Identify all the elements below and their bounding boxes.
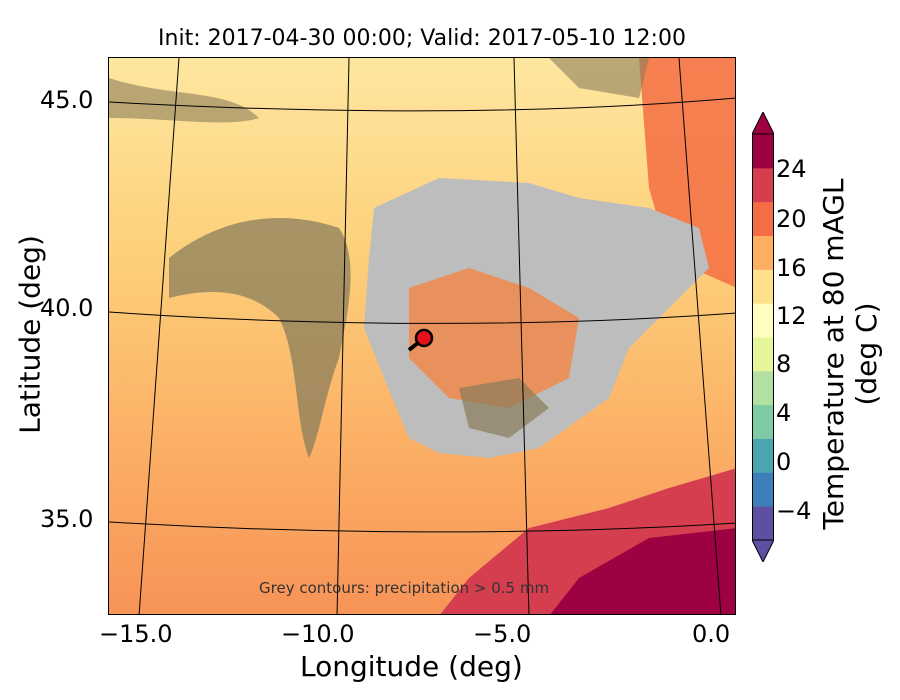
hot-region-africa	[550, 528, 735, 614]
y-tick: 45.0	[40, 86, 94, 114]
colorbar-band	[752, 370, 774, 406]
precip-annotation: Grey contours: precipitation > 0.5 mm	[259, 579, 550, 597]
colorbar-band	[752, 201, 774, 236]
y-tick: 40.0	[40, 294, 94, 322]
colorbar-tick: 24	[776, 155, 807, 183]
x-tick: −15.0	[99, 620, 173, 648]
iberia-south-terrain	[459, 378, 549, 438]
map-title: Init: 2017-04-30 00:00; Valid: 2017-05-1…	[158, 26, 686, 51]
colorbar-band	[752, 472, 774, 507]
colorbar-band	[752, 404, 774, 439]
colorbar-tick: 4	[776, 399, 792, 427]
cloud-band-northeast	[549, 58, 649, 98]
x-axis-label: Longitude (deg)	[300, 650, 523, 683]
cloud-band-atlantic	[169, 218, 351, 458]
y-tick: 35.0	[40, 505, 94, 533]
colorbar-tick: −4	[776, 497, 812, 525]
colorbar-frame	[752, 133, 774, 541]
x-tick: −10.0	[281, 620, 355, 648]
colorbar-min-arrow	[752, 539, 774, 562]
location-marker[interactable]	[414, 328, 434, 348]
graticule	[109, 58, 735, 614]
x-tick: −5.0	[473, 620, 532, 648]
colorbar-band	[752, 235, 774, 270]
colorbar-tick: 8	[776, 350, 792, 378]
colorbar-band	[752, 134, 774, 169]
colorbar-label: Temperature at 80 mAGL (deg C)	[817, 178, 883, 530]
cloud-band-north	[109, 78, 259, 123]
iberia-warm-interior	[409, 268, 579, 408]
colorbar-tick: 16	[776, 254, 807, 282]
colorbar-bands	[752, 134, 774, 541]
colorbar-band	[752, 303, 774, 338]
colorbar-tick: 12	[776, 302, 807, 330]
colorbar-band	[752, 269, 774, 304]
y-axis-label: Latitude (deg)	[13, 235, 47, 434]
map-panel[interactable]: Grey contours: precipitation > 0.5 mm	[108, 57, 736, 615]
colorbar-tick: 0	[776, 448, 792, 476]
colorbar-band	[752, 167, 774, 203]
map-canvas	[109, 58, 735, 614]
colorbar-max-arrow	[752, 112, 774, 135]
colorbar-band	[752, 438, 774, 473]
colorbar-tick: 20	[776, 205, 807, 233]
x-tick: 0.0	[692, 620, 731, 648]
colorbar	[752, 112, 774, 562]
colorbar-band	[752, 337, 774, 372]
colorbar-band	[752, 506, 774, 541]
